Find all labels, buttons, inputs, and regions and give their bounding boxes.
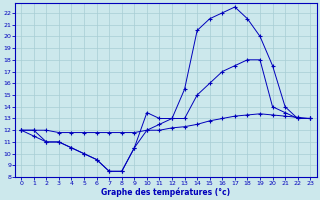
X-axis label: Graphe des températures (°c): Graphe des températures (°c) — [101, 187, 230, 197]
